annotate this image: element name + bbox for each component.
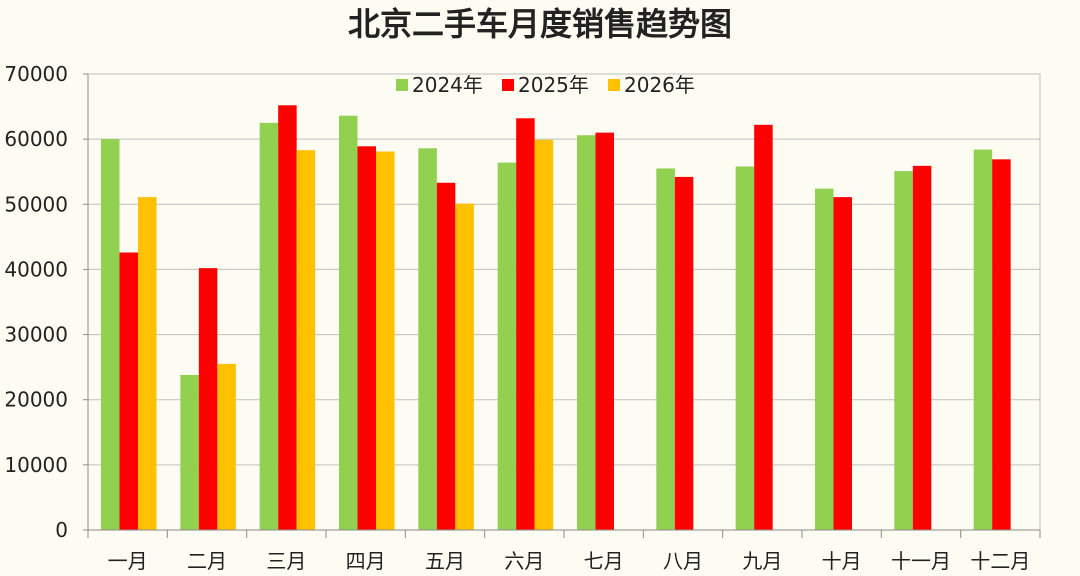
x-tick-label: 六月 (504, 549, 544, 573)
legend-swatch-2025年 (502, 79, 514, 91)
x-tick-label: 十月 (822, 549, 862, 573)
bar-2025年-六月 (516, 118, 535, 530)
bar-2024年-四月 (339, 115, 358, 530)
bar-2026年-二月 (217, 363, 236, 530)
bar-2025年-十二月 (992, 159, 1011, 530)
legend-label: 2025年 (518, 73, 589, 97)
y-tick-label: 60000 (4, 127, 68, 151)
legend-swatch-2024年 (396, 79, 408, 91)
x-tick-label: 七月 (584, 549, 624, 573)
y-tick-label: 20000 (4, 388, 68, 412)
bar-2024年-三月 (259, 122, 279, 530)
bar-2025年-三月 (278, 105, 297, 531)
x-tick-label: 八月 (663, 549, 703, 573)
x-tick-label: 九月 (742, 549, 782, 573)
bar-2025年-一月 (119, 252, 138, 530)
x-tick-label: 一月 (108, 549, 148, 573)
bar-2024年-二月 (180, 374, 199, 530)
bar-2025年-八月 (674, 176, 694, 530)
y-tick-label: 10000 (4, 453, 68, 477)
y-tick-label: 70000 (4, 62, 68, 86)
bar-2025年-七月 (595, 132, 614, 530)
bar-2026年-一月 (138, 197, 157, 530)
y-tick-label: 0 (55, 518, 68, 542)
bar-2026年-六月 (534, 139, 554, 530)
bar-2026年-五月 (455, 203, 474, 531)
axes: 0 10000 20000 30000 40000 50000 60000 70000 一月 二月… (4, 62, 1041, 573)
y-tick-label: 40000 (4, 257, 68, 281)
x-tick-label: 二月 (187, 549, 227, 573)
bar-2024年-七月 (577, 135, 596, 530)
legend-swatch-2026年 (608, 79, 620, 91)
bar-2024年-五月 (418, 148, 437, 530)
bar-2025年-四月 (357, 146, 376, 530)
legend-label: 2026年 (624, 73, 695, 97)
x-tick-label: 五月 (425, 549, 465, 573)
bar-2026年-三月 (296, 150, 316, 530)
x-tick-label: 十二月 (970, 549, 1030, 573)
bar-2024年-一月 (101, 139, 120, 530)
legend: 2024年 2025年 2026年 (396, 73, 695, 97)
bar-2025年-十月 (833, 197, 852, 530)
x-tick-label: 十一月 (891, 549, 951, 573)
bar-2025年-二月 (198, 268, 218, 530)
y-tick-label: 50000 (4, 192, 68, 216)
bar-2025年-九月 (754, 124, 773, 530)
legend-label: 2024年 (412, 73, 483, 97)
bar-2025年-十一月 (912, 165, 932, 530)
bar-2026年-四月 (376, 151, 395, 530)
bar-2024年-十一月 (894, 171, 913, 530)
x-tick-label: 四月 (346, 549, 386, 573)
bar-2024年-八月 (656, 168, 675, 530)
bar-2024年-六月 (497, 162, 517, 530)
bar-2024年-九月 (735, 166, 755, 530)
bar-2024年-十二月 (973, 149, 993, 530)
y-tick-label: 30000 (4, 323, 68, 347)
chart-title: 北京二手车月度销售趋势图 (347, 5, 732, 43)
bar-2025年-五月 (436, 182, 456, 530)
x-tick-label: 三月 (266, 549, 306, 573)
bars (101, 105, 1011, 531)
bar-2024年-十月 (815, 188, 834, 530)
